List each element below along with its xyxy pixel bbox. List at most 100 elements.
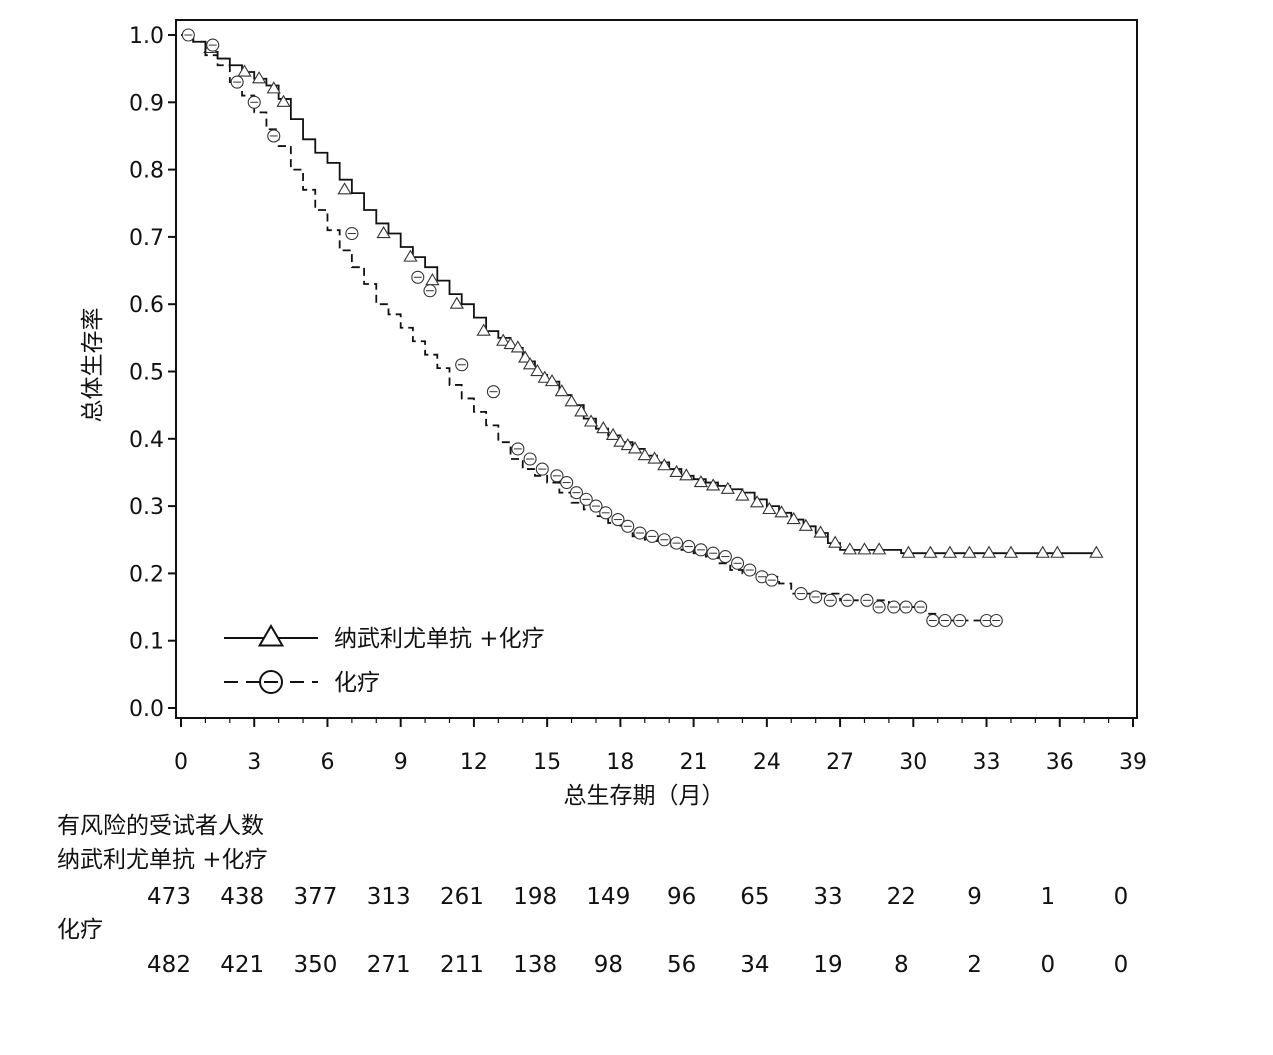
x-tick-label: 36 bbox=[1046, 750, 1074, 775]
plot-frame bbox=[175, 19, 1138, 719]
series-line bbox=[181, 34, 999, 622]
risk-row-chemo: 482 421 350 271 211 138 98 56 34 19 8 2 0 0 bbox=[0, 950, 1273, 980]
censor-triangle bbox=[1035, 545, 1050, 558]
x-tick-label: 33 bbox=[973, 750, 1001, 775]
y-tick-label: 0.3 bbox=[129, 495, 164, 520]
censor-triangle bbox=[813, 525, 828, 538]
censor-triangle bbox=[510, 340, 525, 353]
censor-triangle bbox=[476, 323, 491, 336]
censor-triangle bbox=[798, 518, 814, 531]
censor-triangle bbox=[583, 414, 599, 427]
y-tick-label: 0.5 bbox=[129, 361, 164, 386]
legend-item-combo: 纳武利尤单抗 +化疗 bbox=[224, 624, 545, 652]
x-tick-label: 0 bbox=[174, 750, 188, 775]
x-tick-label: 24 bbox=[753, 750, 781, 775]
censor-triangle bbox=[637, 448, 652, 461]
legend-label: 化疗 bbox=[334, 670, 380, 696]
censor-triangle bbox=[496, 333, 511, 346]
risk-row-label-chemo: 化疗 bbox=[57, 917, 103, 943]
censor-triangle bbox=[857, 542, 872, 555]
y-tick-label: 1.0 bbox=[129, 24, 164, 49]
censor-triangle bbox=[537, 370, 552, 383]
series-chemo bbox=[181, 28, 1003, 628]
censor-triangle bbox=[554, 384, 569, 397]
legend-label: 纳武利尤单抗 +化疗 bbox=[334, 626, 545, 652]
y-axis: 0.0 0.1 0.2 0.3 0.4 0.5 0.6 0.7 0.8 0.9 1.0 bbox=[129, 24, 176, 722]
risk-count: 0 bbox=[1040, 952, 1056, 978]
y-tick-label: 0.7 bbox=[129, 226, 164, 251]
censor-triangle bbox=[518, 350, 533, 363]
censor-triangle bbox=[647, 451, 662, 464]
censor-triangle bbox=[679, 468, 694, 481]
y-tick-label: 0.2 bbox=[129, 562, 164, 587]
censor-triangle bbox=[901, 545, 916, 558]
risk-count: 149 bbox=[586, 884, 631, 910]
risk-row-label-combo: 纳武利尤单抗 +化疗 bbox=[57, 847, 268, 873]
y-tick-label: 0.0 bbox=[129, 697, 164, 722]
censor-triangle bbox=[337, 182, 352, 195]
x-tick-label: 39 bbox=[1119, 750, 1147, 775]
x-tick-label: 12 bbox=[460, 750, 488, 775]
risk-count: 350 bbox=[293, 952, 338, 978]
censor-triangle bbox=[574, 404, 589, 417]
risk-count: 34 bbox=[740, 952, 770, 978]
censor-triangle bbox=[942, 545, 958, 558]
y-tick-label: 0.1 bbox=[129, 630, 164, 655]
risk-count: 9 bbox=[967, 884, 982, 910]
risk-count: 22 bbox=[886, 884, 916, 910]
censor-triangle bbox=[449, 296, 464, 309]
y-tick-label: 0.8 bbox=[129, 159, 164, 184]
censor-triangle bbox=[596, 421, 611, 434]
risk-count: 198 bbox=[513, 884, 558, 910]
risk-count: 482 bbox=[147, 952, 191, 978]
risk-table-title: 有风险的受试者人数 bbox=[57, 813, 264, 839]
censor-triangle bbox=[522, 357, 538, 370]
censor-triangle bbox=[605, 427, 621, 441]
censor-triangle bbox=[237, 64, 252, 77]
risk-count: 438 bbox=[220, 884, 265, 910]
x-tick-label: 18 bbox=[606, 750, 634, 775]
series-line bbox=[181, 34, 1097, 555]
x-tick-label: 30 bbox=[899, 750, 927, 775]
censor-triangle bbox=[749, 495, 765, 508]
plot-area-border bbox=[175, 19, 1138, 719]
x-tick-label: 15 bbox=[533, 750, 561, 775]
y-axis-label: 总体生存率 bbox=[80, 308, 106, 423]
censor-triangle bbox=[503, 336, 518, 350]
risk-count: 0 bbox=[1113, 952, 1129, 978]
risk-count: 2 bbox=[967, 952, 982, 978]
x-axis-label: 总生存期（月） bbox=[564, 783, 725, 809]
censor-triangle bbox=[530, 363, 545, 377]
risk-count: 313 bbox=[366, 884, 411, 910]
censor-triangle bbox=[842, 542, 857, 555]
risk-count: 8 bbox=[893, 952, 909, 978]
censor-triangle bbox=[774, 505, 789, 518]
censor-triangle bbox=[762, 501, 777, 515]
censor-triangle bbox=[786, 511, 801, 525]
censor-triangle bbox=[871, 542, 887, 555]
risk-count: 271 bbox=[366, 952, 411, 978]
censor-triangle bbox=[276, 94, 291, 107]
censor-triangle bbox=[564, 394, 579, 407]
censor-triangle bbox=[1050, 545, 1065, 558]
risk-count: 98 bbox=[593, 952, 624, 978]
censor-triangle bbox=[266, 81, 281, 94]
censor-triangle bbox=[627, 441, 643, 454]
x-tick-label: 21 bbox=[680, 750, 708, 775]
risk-count: 1 bbox=[1040, 884, 1056, 910]
censor-triangle bbox=[544, 374, 560, 387]
x-tick-label: 6 bbox=[320, 750, 334, 775]
risk-count: 19 bbox=[813, 952, 843, 978]
censor-triangle bbox=[251, 71, 267, 84]
series-layer bbox=[181, 28, 1104, 628]
km-chart: 0.00.10.20.30.40.50.60.70.80.91.0 0 3 6 9 12… bbox=[80, 19, 1147, 809]
x-tick-label: 27 bbox=[826, 750, 854, 775]
censor-triangle bbox=[720, 481, 735, 494]
risk-count: 473 bbox=[147, 884, 191, 910]
risk-count: 261 bbox=[439, 884, 484, 910]
risk-count: 56 bbox=[666, 952, 697, 978]
risk-count: 33 bbox=[813, 884, 843, 910]
legend-item-chemo: 化疗 bbox=[224, 670, 380, 696]
censor-triangle bbox=[693, 474, 709, 488]
